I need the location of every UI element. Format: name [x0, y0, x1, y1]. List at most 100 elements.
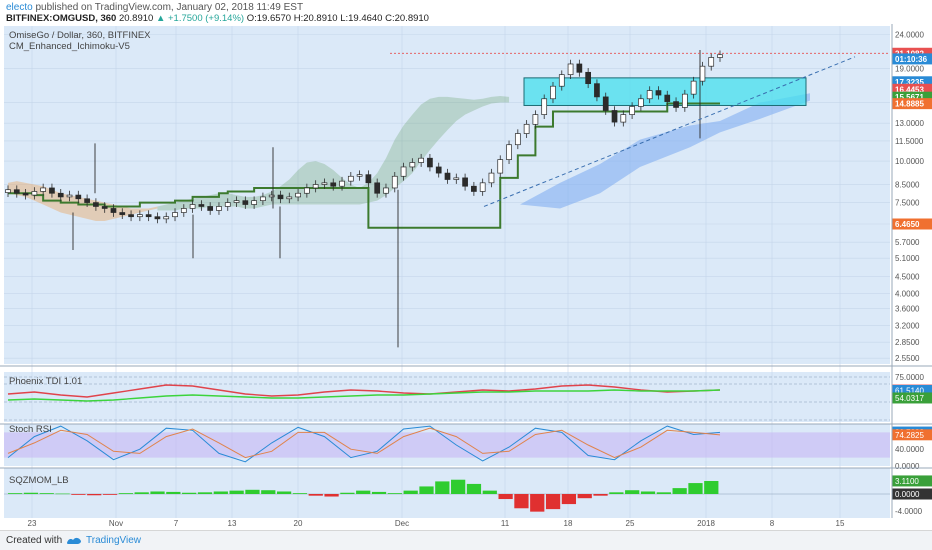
candle-body: [242, 200, 249, 205]
tradingview-brand[interactable]: TradingView: [86, 535, 142, 546]
stoch-band: [4, 432, 890, 458]
candle-body: [330, 182, 337, 187]
price-marker: [892, 98, 932, 110]
candle-body: [532, 114, 539, 125]
momentum-bar: [39, 493, 54, 494]
momentum-bar: [387, 493, 402, 494]
open-value: O:19.6570: [246, 13, 292, 24]
momentum-tick-label: 0.0000: [895, 490, 920, 499]
momentum-bar: [324, 494, 339, 497]
momentum-bar: [656, 492, 671, 494]
momentum-bar: [102, 494, 118, 495]
candle-body: [699, 65, 706, 82]
stoch-tick-label: 74.2825: [895, 431, 924, 440]
y-tick-label: 8.5000: [895, 181, 920, 190]
author-link[interactable]: electo: [6, 2, 33, 13]
tdi-pane-label: Phoenix TDI 1.01: [9, 376, 83, 387]
candle-body: [13, 189, 20, 194]
candle-body: [541, 98, 548, 115]
candle-body: [198, 204, 205, 207]
y-tick-label: 19.0000: [895, 64, 924, 73]
price-marker-label: 17.3235: [895, 78, 924, 87]
symbol-label[interactable]: BITFINEX:OMGUSD, 360: [6, 13, 117, 24]
momentum-bar: [593, 494, 608, 496]
y-tick-label: 2.5500: [895, 354, 920, 363]
candle-body: [137, 214, 143, 218]
candle-body: [708, 57, 715, 67]
candle-body: [462, 177, 468, 187]
candle-body: [154, 216, 161, 220]
candle-body: [400, 166, 407, 177]
momentum-bar: [403, 490, 418, 494]
tdi-pane-background: [4, 372, 890, 422]
candle-body: [374, 182, 381, 194]
high-value: H:20.8910: [293, 13, 338, 24]
momentum-bar: [166, 491, 181, 494]
candle-body: [286, 196, 293, 200]
close-value: C:20.8910: [385, 13, 429, 24]
candle-body: [664, 94, 671, 102]
price-marker-label: 16.4453: [895, 85, 924, 94]
price-marker-label: 6.4650: [895, 220, 920, 229]
candle-body: [207, 206, 214, 211]
x-tick-label: 25: [626, 519, 635, 528]
candle-body: [119, 212, 126, 215]
momentum-bar: [292, 493, 308, 494]
momentum-bar: [276, 491, 292, 494]
momentum-tick-label: 3.1100: [895, 477, 919, 486]
momentum-bar: [245, 489, 260, 494]
stoch-tick-label: 0.0000: [895, 462, 920, 471]
momentum-bar: [609, 492, 624, 494]
tdi-signal-line: [7, 384, 721, 398]
chart-area[interactable]: 24.000019.000015.000013.000011.500010.00…: [0, 24, 932, 530]
x-tick-label: 8: [770, 519, 775, 528]
price-marker: [892, 76, 932, 88]
candle-body: [251, 200, 257, 205]
candle-body: [427, 157, 433, 168]
candle-body: [31, 191, 38, 196]
created-with-text: Created with: [6, 535, 63, 546]
y-tick-label: 10.0000: [895, 157, 924, 166]
tdi-tick-label: 61.5140: [895, 386, 924, 395]
candle-body: [356, 174, 363, 177]
price-marker: [892, 218, 932, 230]
stoch-pane-label: Stoch RSI: [9, 424, 52, 435]
y-tick-label: 2.8500: [895, 338, 920, 347]
candle-body: [602, 96, 609, 111]
momentum-bar: [118, 493, 133, 494]
ichimoku-cloud-bullish: [157, 95, 510, 211]
price-marker-label: 14.8885: [895, 100, 924, 109]
tdi-base-line: [7, 389, 721, 402]
momentum-marker: [892, 488, 932, 500]
momentum-bar: [640, 491, 656, 494]
momentum-bar: [134, 492, 149, 494]
ohlc-legend: BITFINEX:OMGUSD, 360 20.8910 ▲ +1.7500 (…: [6, 13, 429, 24]
candle-body: [558, 74, 565, 87]
candle-body: [567, 63, 574, 76]
candle-body: [646, 90, 653, 100]
candle-body: [629, 106, 635, 115]
candle-body: [321, 182, 328, 185]
candle-body: [84, 198, 90, 203]
candle-body: [594, 83, 600, 98]
momentum-bar: [514, 494, 529, 509]
x-tick-label: 20: [294, 519, 303, 528]
candle-body: [585, 71, 591, 85]
momentum-bar: [197, 492, 213, 494]
price-marker: [892, 47, 932, 59]
candle-body: [453, 177, 460, 180]
candle-body: [409, 162, 416, 168]
x-tick-label: 2018: [697, 519, 715, 528]
momentum-bar: [688, 483, 703, 494]
projected-cloud: [520, 93, 810, 209]
publish-text: published on TradingView.com, January 02…: [35, 2, 304, 13]
candle-body: [5, 189, 11, 193]
stoch-marker: [892, 429, 932, 441]
candle-body: [180, 208, 187, 213]
momentum-bar: [545, 494, 561, 510]
y-tick-label: 3.2000: [895, 321, 920, 330]
candle-body: [488, 172, 495, 184]
chart-canvas[interactable]: 24.000019.000015.000013.000011.500010.00…: [0, 24, 932, 530]
x-tick-label: 15: [836, 519, 845, 528]
candle-body: [506, 144, 512, 160]
